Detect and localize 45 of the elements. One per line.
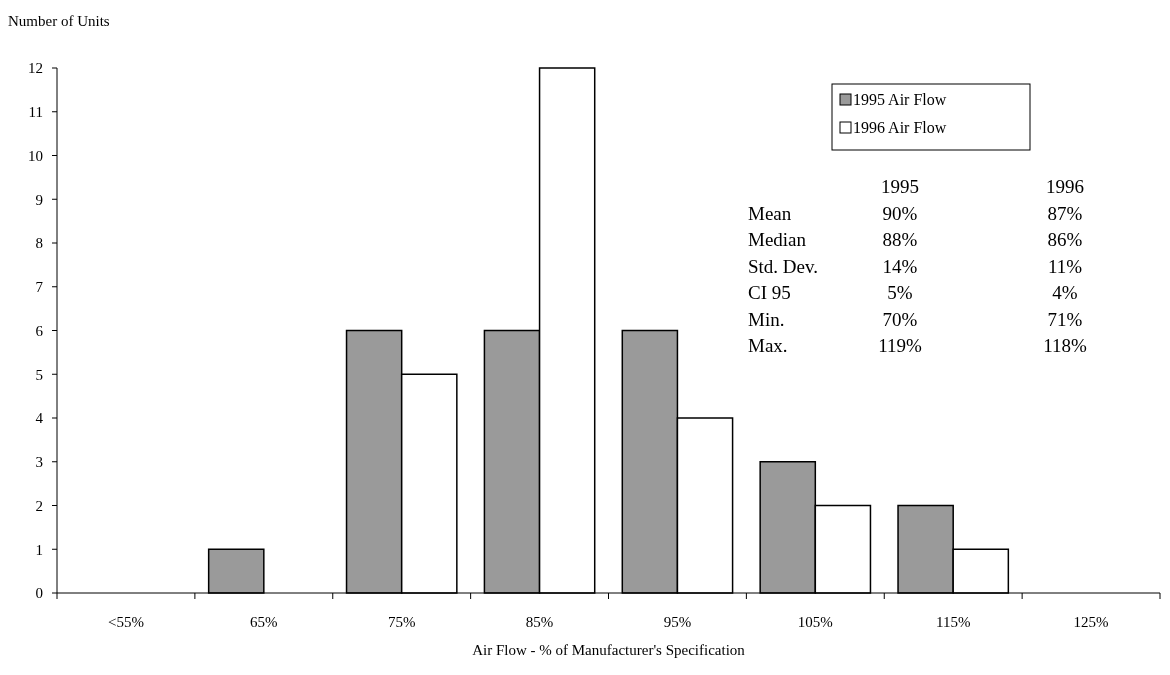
annotation: 11% xyxy=(1047,255,1083,277)
y-tick-label: 8 xyxy=(35,235,43,252)
annotation: 1996 xyxy=(1046,176,1084,197)
y-tick-label: 3 xyxy=(35,454,43,470)
annotation: 14% xyxy=(882,255,918,277)
annotation: 118% xyxy=(1043,335,1087,356)
annotation: 71% xyxy=(1047,308,1083,330)
y-tick-label: 0 xyxy=(35,585,43,602)
y-axis-title: Number of Units xyxy=(8,13,110,29)
annotation: CI 95 xyxy=(748,282,791,303)
x-tick-label: 85% xyxy=(525,614,554,630)
annotation: 87% xyxy=(1047,202,1083,224)
x-axis-title: Air Flow - % of Manufacturer's Specification xyxy=(472,642,746,658)
annotation: 90% xyxy=(882,202,918,224)
y-tick-label: 7 xyxy=(35,279,44,295)
x-tick-label: 105% xyxy=(797,614,833,630)
annotation: 5% xyxy=(887,282,913,303)
y-tick-label: 9 xyxy=(35,191,43,208)
x-tick-label: 95% xyxy=(663,614,692,630)
y-tick-label: 6 xyxy=(35,322,44,339)
y-tick-label: 2 xyxy=(35,497,43,514)
x-tick-label: 65% xyxy=(250,614,278,630)
y-tick-label: 4 xyxy=(35,410,44,427)
annotation: Median xyxy=(748,229,807,250)
annotation: Min. xyxy=(748,308,785,330)
x-tick-label: <55% xyxy=(107,614,144,630)
annotation: Max. xyxy=(748,335,788,356)
annotation: 4% xyxy=(1052,282,1078,303)
annotation: 88% xyxy=(882,229,918,250)
annotation: 86% xyxy=(1047,229,1083,250)
annotation: 70% xyxy=(882,308,918,330)
y-tick-label: 10 xyxy=(28,147,43,164)
x-tick-label: 75% xyxy=(387,614,416,630)
y-tick-label: 12 xyxy=(28,60,43,77)
y-tick-label: 11 xyxy=(28,104,43,120)
annotation: 1995 xyxy=(881,176,919,197)
annotation: Mean xyxy=(748,202,792,224)
x-tick-label: 115% xyxy=(935,614,971,630)
annotation: 119% xyxy=(878,335,922,356)
y-tick-label: 5 xyxy=(35,366,43,383)
legend-label: 1995 Air Flow xyxy=(853,91,947,108)
annotation: Std. Dev. xyxy=(748,255,819,277)
y-tick-label: 1 xyxy=(35,541,43,558)
legend-label: 1996 Air Flow xyxy=(853,119,947,136)
x-tick-label: 125% xyxy=(1073,614,1109,630)
